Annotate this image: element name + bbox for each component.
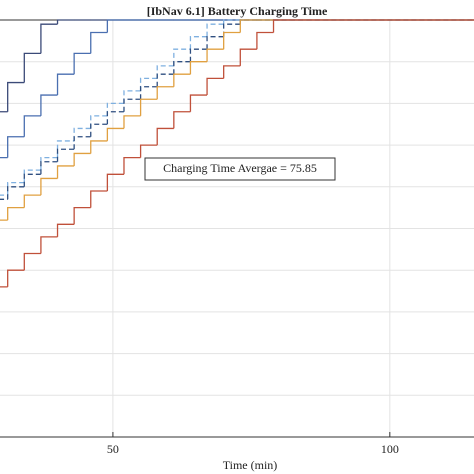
series-step xyxy=(56,148,75,162)
series-step xyxy=(123,98,141,112)
series-step xyxy=(173,61,191,75)
series-step xyxy=(189,61,208,75)
series-step xyxy=(156,127,174,146)
series-step xyxy=(23,52,41,83)
series-step xyxy=(90,115,108,129)
x-tick-label: 50 xyxy=(107,442,119,456)
series-step xyxy=(223,31,241,50)
series-step xyxy=(156,65,174,79)
series-step xyxy=(123,115,141,129)
series-step xyxy=(156,73,174,87)
series-step xyxy=(173,48,191,66)
series-step xyxy=(56,140,75,158)
series-step xyxy=(139,144,158,158)
series-step xyxy=(7,207,25,221)
annotation: Charging Time Avergae = 75.85 xyxy=(163,161,317,175)
series-step xyxy=(223,19,241,25)
series-step xyxy=(23,169,41,183)
series-step xyxy=(40,177,58,196)
series-step xyxy=(40,94,58,116)
series-step xyxy=(139,98,158,116)
series-step xyxy=(206,23,224,37)
series-step xyxy=(106,102,124,116)
series-step xyxy=(139,86,158,100)
series-step xyxy=(7,186,25,200)
series-step xyxy=(106,19,124,33)
series-step xyxy=(206,36,224,50)
series-step xyxy=(73,207,91,225)
series-step xyxy=(90,190,108,208)
series-step xyxy=(56,223,75,237)
series-step xyxy=(73,152,91,166)
series-step xyxy=(23,173,41,187)
series-step xyxy=(206,77,224,96)
series-step xyxy=(123,156,141,175)
series-step xyxy=(73,127,91,141)
series-step xyxy=(90,123,108,137)
series-step xyxy=(40,236,58,254)
series-step xyxy=(189,48,208,62)
series-step xyxy=(106,111,124,125)
series-step xyxy=(23,194,41,208)
series-step xyxy=(239,19,257,33)
series-step xyxy=(7,269,25,287)
series-step xyxy=(23,115,41,137)
series-step xyxy=(56,73,75,96)
series-step xyxy=(139,77,158,91)
x-axis-label: Time (min) xyxy=(223,458,278,472)
series-step xyxy=(173,73,191,87)
series-step xyxy=(123,90,141,104)
series-step xyxy=(73,52,91,75)
chart-title: [IbNav 6.1] Battery Charging Time xyxy=(147,4,328,18)
series-step xyxy=(156,86,174,100)
series-step xyxy=(73,136,91,150)
series-step xyxy=(223,65,241,79)
series-step xyxy=(189,36,208,50)
annotation-box xyxy=(144,157,336,181)
series-step xyxy=(90,31,108,54)
series-step xyxy=(223,23,241,37)
series-step xyxy=(173,111,191,129)
series-step xyxy=(56,19,75,25)
series-step xyxy=(106,173,124,191)
series-step xyxy=(7,136,25,158)
series-step xyxy=(206,48,224,62)
series-step xyxy=(40,23,58,54)
series-step xyxy=(7,181,25,196)
series-step xyxy=(7,81,25,112)
x-tick-label: 100 xyxy=(381,442,399,456)
series-step xyxy=(239,48,257,66)
series-step xyxy=(106,127,124,141)
series-step xyxy=(90,140,108,154)
series-step xyxy=(40,161,58,175)
series-step xyxy=(23,252,41,271)
series-step xyxy=(189,94,208,112)
series-step xyxy=(256,31,274,50)
series-step xyxy=(40,156,58,171)
series-step xyxy=(272,19,291,33)
series-step xyxy=(56,165,75,179)
